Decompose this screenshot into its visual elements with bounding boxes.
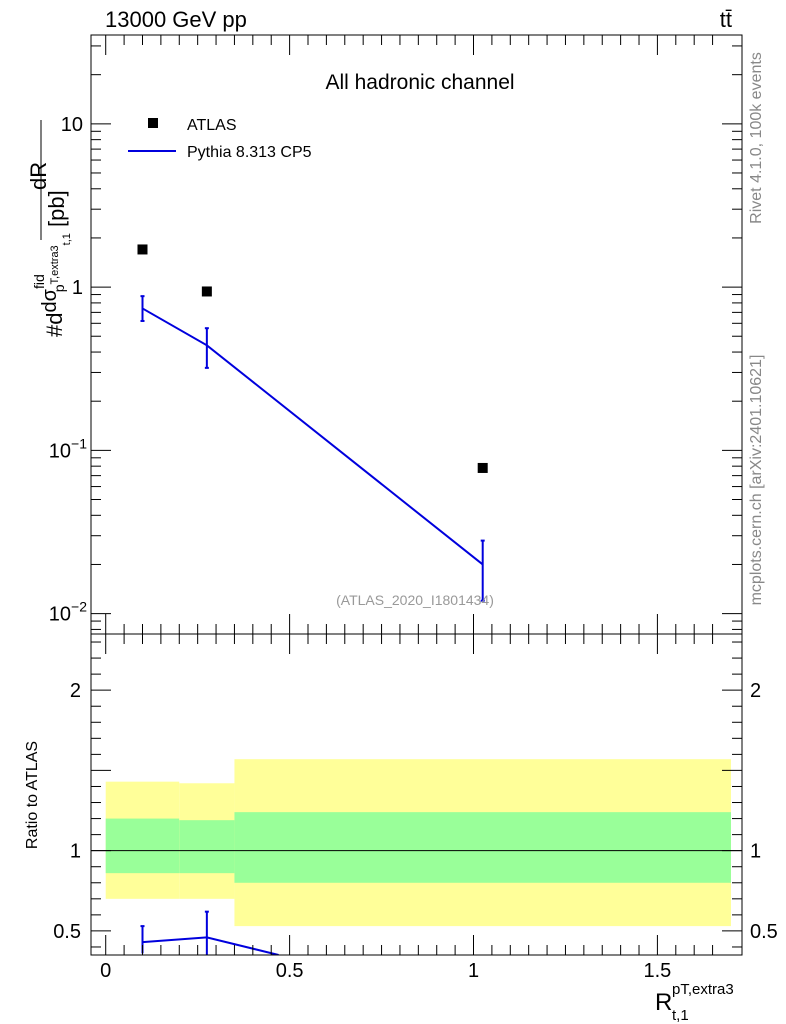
ratio-ytick-label-right-0: 0.5 (750, 921, 778, 943)
ratio-pythia-line (142, 936, 279, 955)
axis-tick-labels: 10−2 10−1 1 10 0.5 0.5 1 1 2 2 0 0.5 1 1.5 (49, 114, 778, 982)
atlas-point-0 (137, 244, 148, 255)
ylabel-denominator: dR (26, 162, 51, 190)
ratio-frame (90, 633, 743, 956)
atlas-point-1 (201, 286, 212, 297)
ratio-ytick-label-left-0: 0.5 (53, 921, 81, 943)
main-ytick-label-1: 10−1 (49, 435, 87, 462)
ratio-uncertainty-bands (105, 759, 731, 927)
main-ytick-label-3: 10 (61, 114, 83, 136)
legend: ATLAS Pythia 8.313 CP5 (128, 117, 312, 161)
svg-text:t,1: t,1 (672, 1007, 689, 1024)
green-band-0 (105, 818, 180, 874)
ratio-ytick-label-left-1: 1 (70, 841, 81, 863)
main-ytick-label-0: 10−2 (49, 599, 87, 626)
pythia-line (141, 307, 484, 566)
axis-ticks (91, 35, 742, 955)
plot-frames (90, 34, 743, 956)
legend-marker-atlas (148, 118, 158, 128)
xtick-label-1: 0.5 (276, 960, 304, 982)
main-y-axis-label: #ddσfid pT,extra3t,1 [pb] (31, 190, 73, 337)
atlas-point-2 (477, 462, 488, 473)
energy-label: 13000 GeV pp (105, 7, 247, 32)
ratio-ytick-label-right-1: 1 (750, 841, 761, 863)
svg-text:pT,extra3: pT,extra3 (672, 981, 734, 998)
svg-text:R: R (655, 989, 672, 1016)
legend-label-atlas: ATLAS (187, 117, 237, 134)
ratio-ytick-label-left-2: 2 (70, 680, 81, 702)
xtick-label-2: 1 (468, 960, 479, 982)
green-band-1 (179, 820, 235, 874)
process-label: tt̄ (720, 7, 732, 32)
main-ytick-label-2: 1 (72, 277, 83, 299)
green-band-2 (234, 812, 731, 883)
x-axis-label: R pT,extra3 t,1 (655, 981, 734, 1024)
rivet-side-label: Rivet 4.1.0, 100k events (748, 52, 765, 224)
ratio-y-axis-label: Ratio to ATLAS (24, 741, 41, 849)
main-plot-series (137, 244, 488, 602)
xtick-label-3: 1.5 (644, 960, 672, 982)
xtick-label-0: 0 (100, 960, 111, 982)
legend-label-pythia: Pythia 8.313 CP5 (187, 144, 312, 161)
main-title: All hadronic channel (325, 71, 514, 94)
ratio-ytick-label-right-2: 2 (750, 680, 761, 702)
mcplots-side-label: mcplots.cern.ch [arXiv:2401.10621] (748, 355, 765, 606)
watermark-label: (ATLAS_2020_I1801434) (336, 592, 494, 608)
